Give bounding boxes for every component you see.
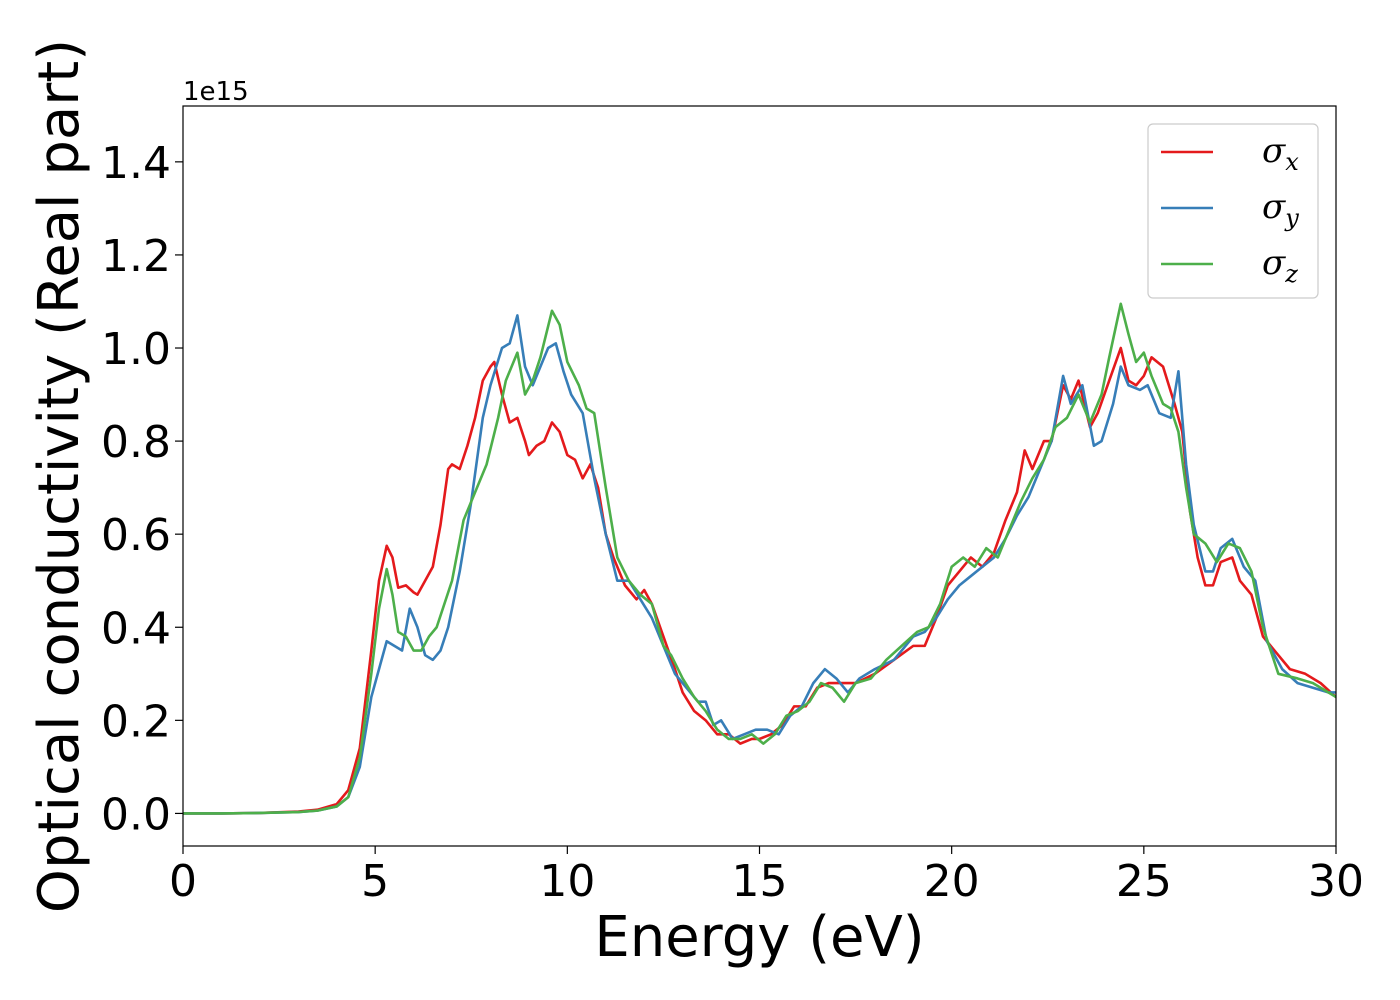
- x-axis-ticks: 0 5 10 15 20 25 30: [169, 846, 1364, 907]
- legend-label: σz: [1262, 243, 1298, 288]
- y-tick-label: 0.6: [101, 510, 171, 561]
- y-tick-label: 1.0: [101, 324, 171, 375]
- series-line-sigma-x: [183, 346, 1336, 815]
- x-tick-label: 0: [169, 856, 197, 907]
- series-line-sigma-y: [183, 314, 1336, 815]
- x-tick-label: 15: [732, 856, 788, 907]
- plot-frame: [182, 105, 1337, 847]
- legend-box: [1147, 123, 1319, 299]
- legend-symbol: σ: [1262, 187, 1286, 227]
- y-tick-label: 1.4: [101, 138, 171, 189]
- x-tick-label: 10: [539, 856, 595, 907]
- x-axis-label: Energy (eV): [594, 905, 924, 970]
- y-tick-label: 0.8: [101, 417, 171, 468]
- x-tick-label: 30: [1308, 856, 1364, 907]
- x-tick-label: 20: [924, 856, 980, 907]
- x-tick-label: 25: [1116, 856, 1172, 907]
- y-tick-label: 0.2: [101, 696, 171, 747]
- y-tick-label: 0.0: [101, 789, 171, 840]
- legend-label: σx: [1262, 131, 1299, 176]
- series-line-sigma-z: [183, 302, 1336, 815]
- x-tick-label: 5: [361, 856, 389, 907]
- y-offset-text: 1e15: [183, 77, 249, 107]
- y-axis-ticks: 0.0 0.2 0.4 0.6 0.8 1.0 1.2 1.4: [101, 138, 183, 840]
- legend-subscript: y: [1284, 204, 1299, 232]
- legend-symbol: σ: [1262, 131, 1286, 171]
- y-tick-label: 0.4: [101, 603, 171, 654]
- legend-subscript: z: [1284, 260, 1298, 288]
- legend-subscript: x: [1285, 148, 1299, 176]
- legend-label: σy: [1262, 187, 1299, 232]
- series-layer: [183, 302, 1336, 815]
- y-axis-label: Optical conductivity (Real part): [27, 39, 92, 913]
- legend-symbol: σ: [1262, 243, 1286, 283]
- y-tick-label: 1.2: [101, 231, 171, 282]
